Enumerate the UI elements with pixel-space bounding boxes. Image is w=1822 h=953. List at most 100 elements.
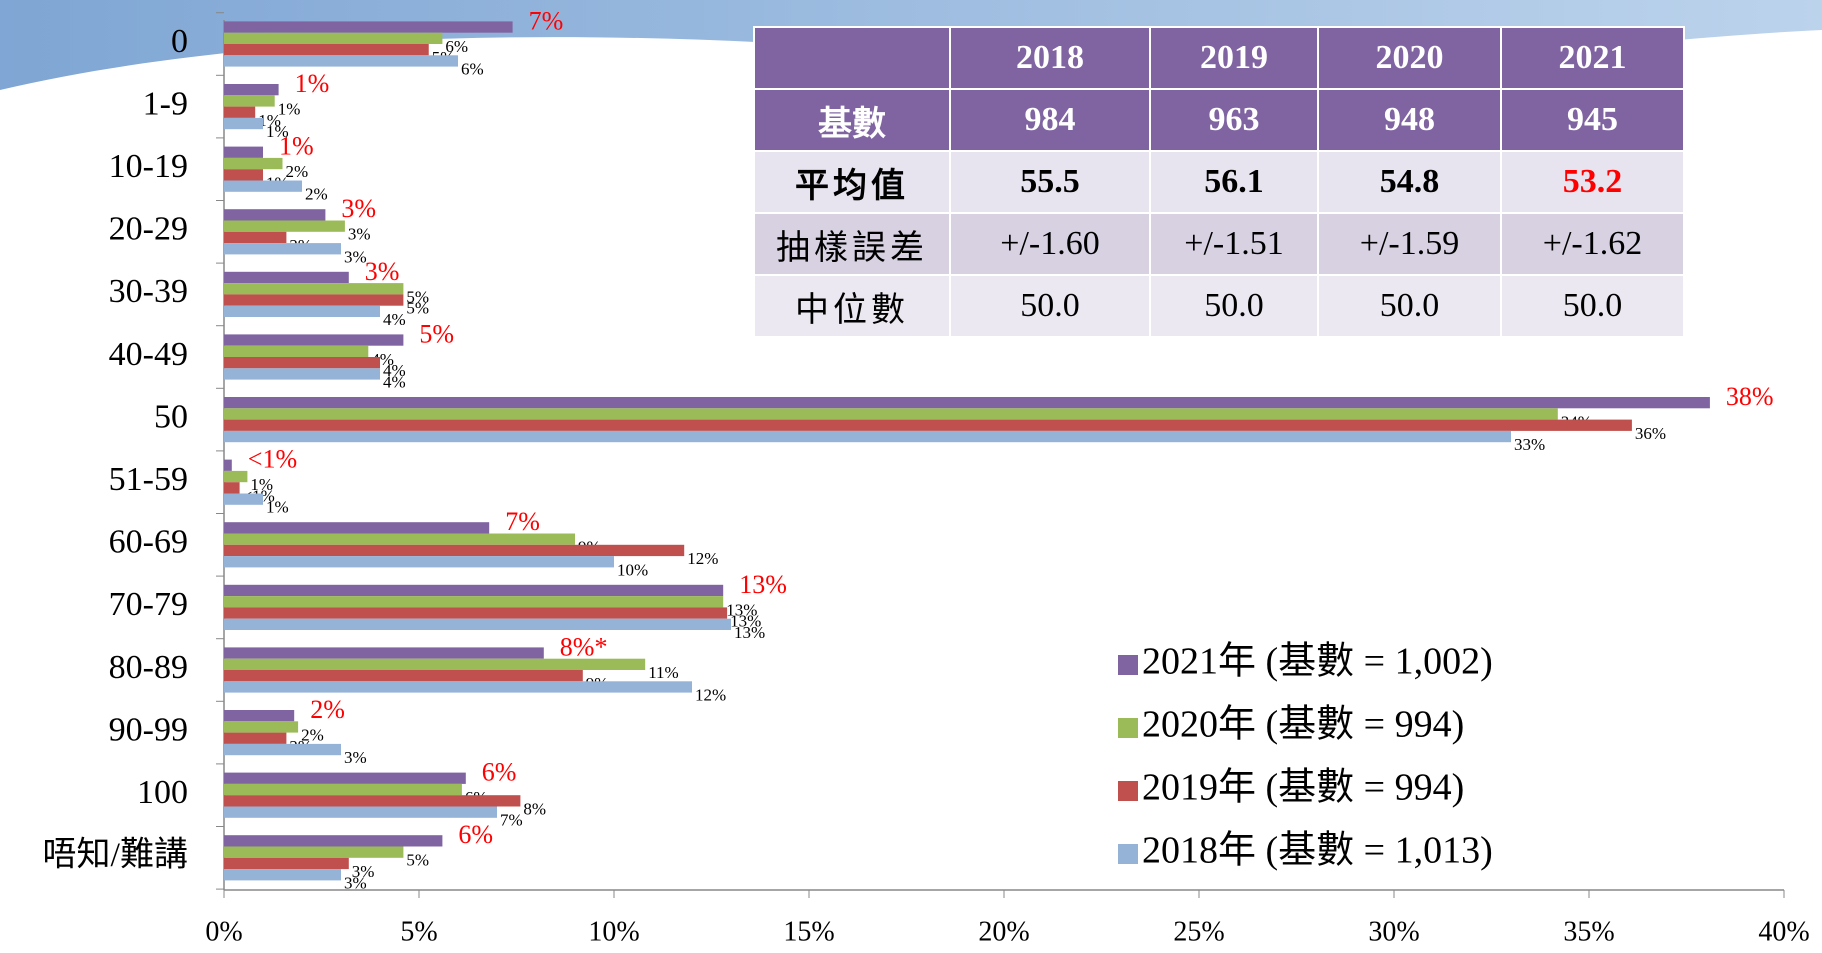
bar [224,607,728,619]
data-label: 1% [278,100,301,119]
data-label: 1% [266,498,289,517]
table-cell: 56.1 [1149,150,1319,214]
bar [224,44,429,56]
x-tick-label: 0% [205,916,242,947]
data-label: 13% [730,612,761,631]
data-label: 33% [1514,435,1545,454]
bar [224,846,404,858]
data-label: 3% [344,873,367,892]
bar [224,743,341,756]
x-tick-label: 5% [400,916,437,947]
bar [224,271,349,284]
table-row: 抽樣誤差 +/-1.60 +/-1.51 +/-1.59 +/-1.62 [753,212,1685,276]
y-tick-label: 100 [137,774,188,811]
data-label: 1% [250,475,273,494]
bar [224,220,345,232]
table-cell: 945 [1500,88,1685,152]
table-cell: 平均值 [753,150,951,214]
bar [224,670,583,682]
bar [224,869,341,881]
x-tick-label: 20% [978,916,1029,947]
bar [224,305,380,317]
data-label: 2% [305,185,328,204]
data-label: 36% [1635,424,1666,443]
y-tick-label: 60-69 [109,524,188,561]
table-cell: 55.5 [949,150,1151,214]
bar [224,732,287,744]
table-cell: 50.0 [1317,274,1502,338]
table-cell: 984 [949,88,1151,152]
data-label: 7% [500,811,523,830]
bar [224,32,443,44]
y-tick-label: 50 [154,398,188,435]
table-row: 基數 984 963 948 945 [753,88,1685,152]
data-label: 1% [266,122,289,141]
y-tick-label: 40-49 [109,336,188,373]
data-label: 1% [279,132,314,161]
table-cell: +/-1.59 [1317,212,1502,276]
bar [224,209,326,221]
table-header: 2018 2019 2020 2021 [753,26,1685,90]
data-label: 8% [523,799,546,818]
bar [224,857,349,870]
data-label: 6% [445,37,468,56]
bar [224,783,462,796]
data-label: 6% [458,820,493,849]
data-label: 6% [482,758,517,787]
y-tick-label: 70-79 [109,586,188,623]
table-row: 中位數 50.0 50.0 50.0 50.0 [753,274,1685,338]
y-tick-label: 30-39 [109,273,188,310]
bar [224,647,544,659]
bar [224,618,731,630]
bar [224,806,497,818]
bar [224,544,685,557]
bar [224,835,443,847]
bar [224,169,263,181]
data-label: 38% [1726,382,1774,411]
table-cell: 50.0 [949,274,1151,338]
table-cell: 抽樣誤差 [753,212,951,276]
bar [224,243,341,255]
bar [224,470,248,483]
y-tick-label: 51-59 [109,461,188,498]
bar [224,334,404,346]
data-label: 5% [406,851,429,870]
x-tick-label: 10% [588,916,639,947]
data-label: 13% [739,570,787,599]
data-label: 3% [341,194,376,223]
data-label: 8%* [560,632,608,661]
legend-swatch [1118,844,1138,864]
data-label: 3% [365,257,400,286]
legend-label: 2021年 (基數 = 1,002) [1142,641,1493,683]
data-label: 10% [617,560,648,579]
bar [224,106,256,118]
table-cell: 50.0 [1149,274,1319,338]
y-tick-label: 20-29 [109,211,188,248]
bar [224,459,232,471]
data-label: 7% [529,6,564,35]
data-label: 3% [344,247,367,266]
bar [224,55,458,67]
bar [224,21,513,33]
y-tick-label: 唔知/難講 [43,836,188,874]
y-tick-label: 1-9 [143,85,188,122]
data-label: 12% [687,549,718,568]
data-label: 3% [344,748,367,767]
bar [224,556,614,568]
legend-label: 2018年 (基數 = 1,013) [1142,830,1493,872]
data-label: 1% [295,69,330,98]
y-tick-label: 0 [171,23,188,60]
table-cell: 53.2 [1500,150,1685,214]
legend-swatch [1118,718,1138,738]
data-label: 5% [406,299,429,318]
stats-table: 2018 2019 2020 2021 基數 984 963 948 945 平均值 55.5 56.… [753,26,1685,338]
data-label: <1% [248,445,297,474]
table-cell: 963 [1149,88,1319,152]
data-label: 5% [406,287,429,306]
bar [224,533,575,545]
data-label: 2% [301,726,324,745]
data-label: 13% [726,600,757,619]
x-tick-label: 40% [1758,916,1809,947]
data-label: 6% [461,60,484,79]
